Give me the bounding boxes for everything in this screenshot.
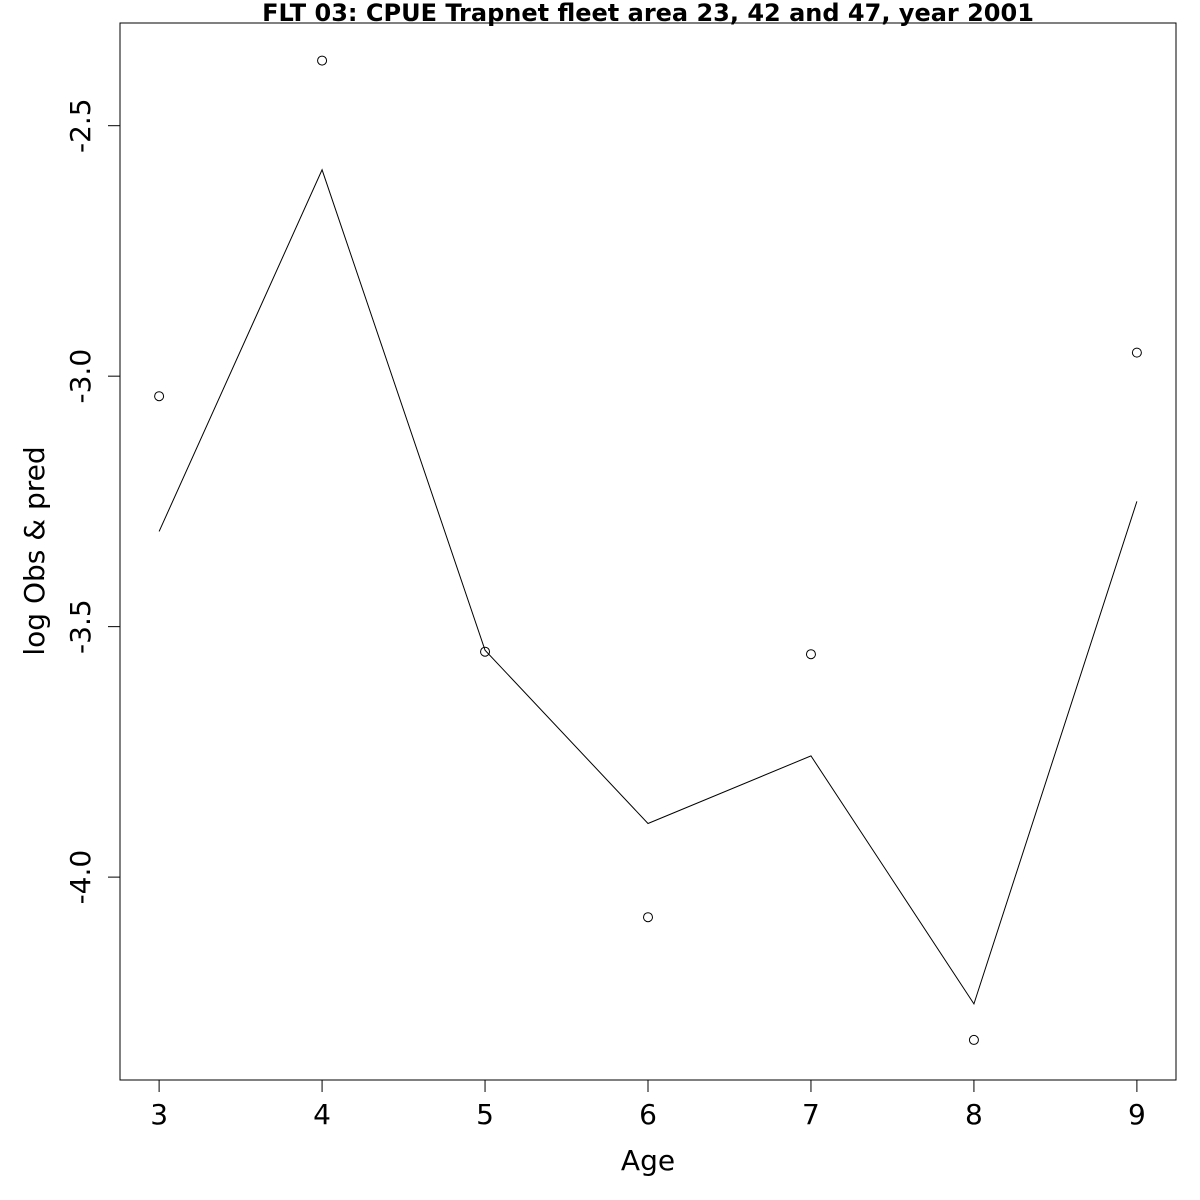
observed-point <box>643 912 653 923</box>
x-tick-label: 9 <box>1128 1098 1146 1131</box>
y-tick-label: -2.5 <box>64 98 97 153</box>
x-tick-label: 3 <box>150 1098 168 1131</box>
y-tick-label: -4.0 <box>64 850 97 905</box>
x-axis: 3 4 5 6 7 8 9 <box>150 1079 1146 1131</box>
x-tick-label: 4 <box>313 1098 331 1131</box>
observed-point <box>1131 347 1142 358</box>
observed-point <box>968 1034 979 1045</box>
observed-point <box>317 55 328 66</box>
x-tick-label: 5 <box>476 1098 494 1131</box>
observed-point <box>480 646 491 657</box>
observed-series <box>154 55 1142 1045</box>
x-tick-label: 8 <box>965 1098 983 1131</box>
x-tick-label: 7 <box>802 1098 820 1131</box>
observed-point <box>154 391 165 402</box>
predicted-line <box>158 168 1138 1006</box>
x-tick-label: 6 <box>639 1098 657 1131</box>
y-tick-label: -3.0 <box>64 349 97 404</box>
observed-point <box>805 649 816 660</box>
x-axis-label: Age <box>621 1144 675 1177</box>
y-tick-label: -3.5 <box>64 599 97 654</box>
y-axis-label: log Obs & pred <box>18 446 51 655</box>
predicted-series <box>158 168 1138 1006</box>
y-axis: -2.5 -3.0 -3.5 -4.0 <box>64 98 121 905</box>
chart-title: FLT 03: CPUE Trapnet fleet area 23, 42 a… <box>262 0 1034 27</box>
